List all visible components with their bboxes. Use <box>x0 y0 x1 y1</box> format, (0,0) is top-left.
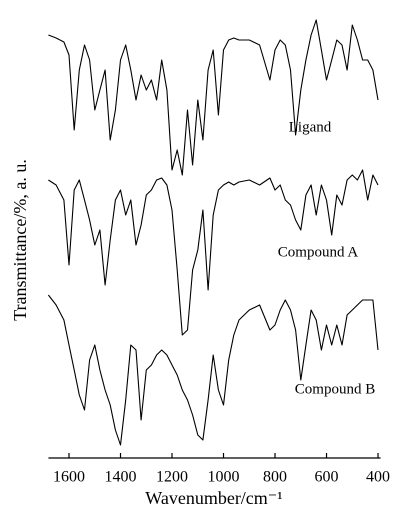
spectrum-line <box>47 294 379 446</box>
series-label: Compound B <box>295 381 375 397</box>
x-tick-label: 1000 <box>208 469 240 486</box>
spectrum-line <box>48 169 379 336</box>
x-tick-label: 1200 <box>156 469 188 486</box>
x-tick-label: 1400 <box>105 469 137 486</box>
spectrum-line <box>48 19 379 176</box>
series-label: Compound A <box>278 244 359 260</box>
x-axis-label: Wavenumber/cm⁻¹ <box>145 488 282 508</box>
x-tick-label: 800 <box>263 469 287 486</box>
y-axis-label: Transmittance/%, a. u. <box>10 159 30 321</box>
x-tick-label: 1600 <box>53 469 85 486</box>
series-label: Ligand <box>289 119 332 135</box>
x-tick-label: 600 <box>315 469 339 486</box>
x-tick-label: 400 <box>366 469 390 486</box>
